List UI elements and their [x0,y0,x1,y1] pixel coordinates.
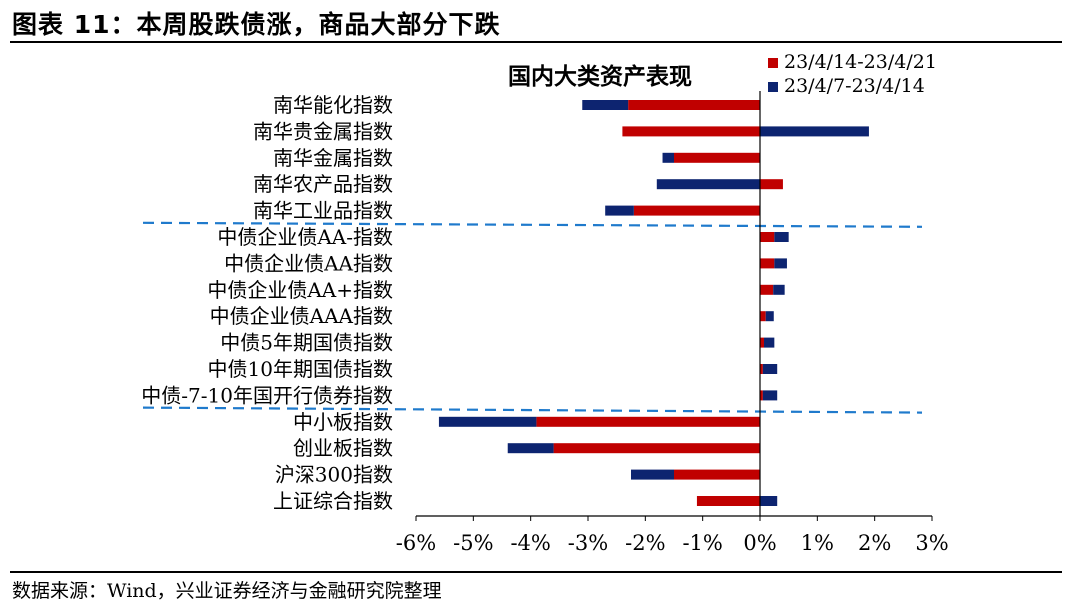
x-tick-label: 3% [915,531,948,555]
bar-series-1 [674,152,760,163]
group-divider [142,221,923,228]
x-tick-label: -2% [625,531,665,555]
x-tick-label: -3% [568,531,608,555]
bar-series-1 [622,126,760,137]
category-label: 南华贵金属指数 [253,119,393,143]
bar-series-2 [774,232,789,242]
category-label: 创业板指数 [293,436,393,460]
bar-series-1 [760,284,774,295]
bar-series-2 [774,258,787,269]
legend-label-1: 23/4/14-23/4/21 [784,51,937,73]
category-label: 中债5年期国债指数 [220,331,393,355]
category-label: 中债企业债AA+指数 [207,278,393,302]
top-rule [10,41,1062,43]
chart-title: 国内大类资产表现 [508,63,692,90]
category-label: 南华农产品指数 [253,172,393,196]
x-tick-label: -4% [510,531,550,555]
bar-series-1 [760,390,763,401]
bar-series-1 [674,469,760,480]
bar-series-2 [760,496,778,506]
bar-series-2 [605,205,634,216]
bar-series-1 [760,364,763,374]
bar-series-1 [633,205,760,216]
category-label: 中债企业债AA指数 [224,251,393,275]
category-label: 中债10年期国债指数 [208,357,393,381]
figure-title: 图表 11：本周股跌债涨，商品大部分下跌 [12,10,501,39]
bar-series-1 [696,496,760,506]
bar-series-2 [762,364,778,374]
bar-series-2 [765,311,774,322]
bar-series-2 [656,179,760,190]
bar-series-1 [760,258,775,269]
category-label: 沪深300指数 [275,463,393,487]
category-label: 中债-7-10年国开行债券指数 [141,383,393,407]
x-tick-label: 0% [743,531,776,555]
bar-series-1 [536,416,760,427]
category-label: 中债企业债AA-指数 [217,225,393,249]
x-tick-label: 2% [858,531,891,555]
category-label: 中小板指数 [293,410,393,434]
bar-series-2 [760,126,869,137]
x-tick-label: 1% [801,531,834,555]
category-label: 南华金属指数 [273,146,393,170]
bar-series-2 [764,337,775,348]
bar-series-2 [662,152,674,163]
x-tick-label: -6% [396,531,436,555]
bar-series-2 [762,390,778,401]
category-label: 南华能化指数 [273,93,393,117]
bar-series-1 [553,443,760,454]
bottom-rule [10,571,1062,573]
bar-series-2 [773,284,785,295]
bar-series-1 [760,311,766,322]
bar-series-1 [628,100,760,110]
bar-series-2 [582,100,629,110]
legend-swatch-1 [768,58,778,68]
category-label: 中债企业债AAA指数 [210,304,393,328]
category-label: 上证综合指数 [273,489,393,513]
x-tick-label: -1% [682,531,722,555]
bar-series-2 [438,416,537,427]
legend-swatch-2 [768,82,778,92]
bar-series-1 [760,232,775,242]
group-divider [142,406,923,414]
bar-series-2 [631,469,674,480]
bar-series-2 [507,443,554,454]
x-tick-label: -5% [453,531,493,555]
source-note: 数据来源：Wind，兴业证券经济与金融研究院整理 [12,580,442,602]
bar-series-1 [760,179,783,190]
category-label: 南华工业品指数 [253,199,393,223]
bar-series-1 [760,337,765,348]
legend-label-2: 23/4/7-23/4/14 [784,75,925,97]
